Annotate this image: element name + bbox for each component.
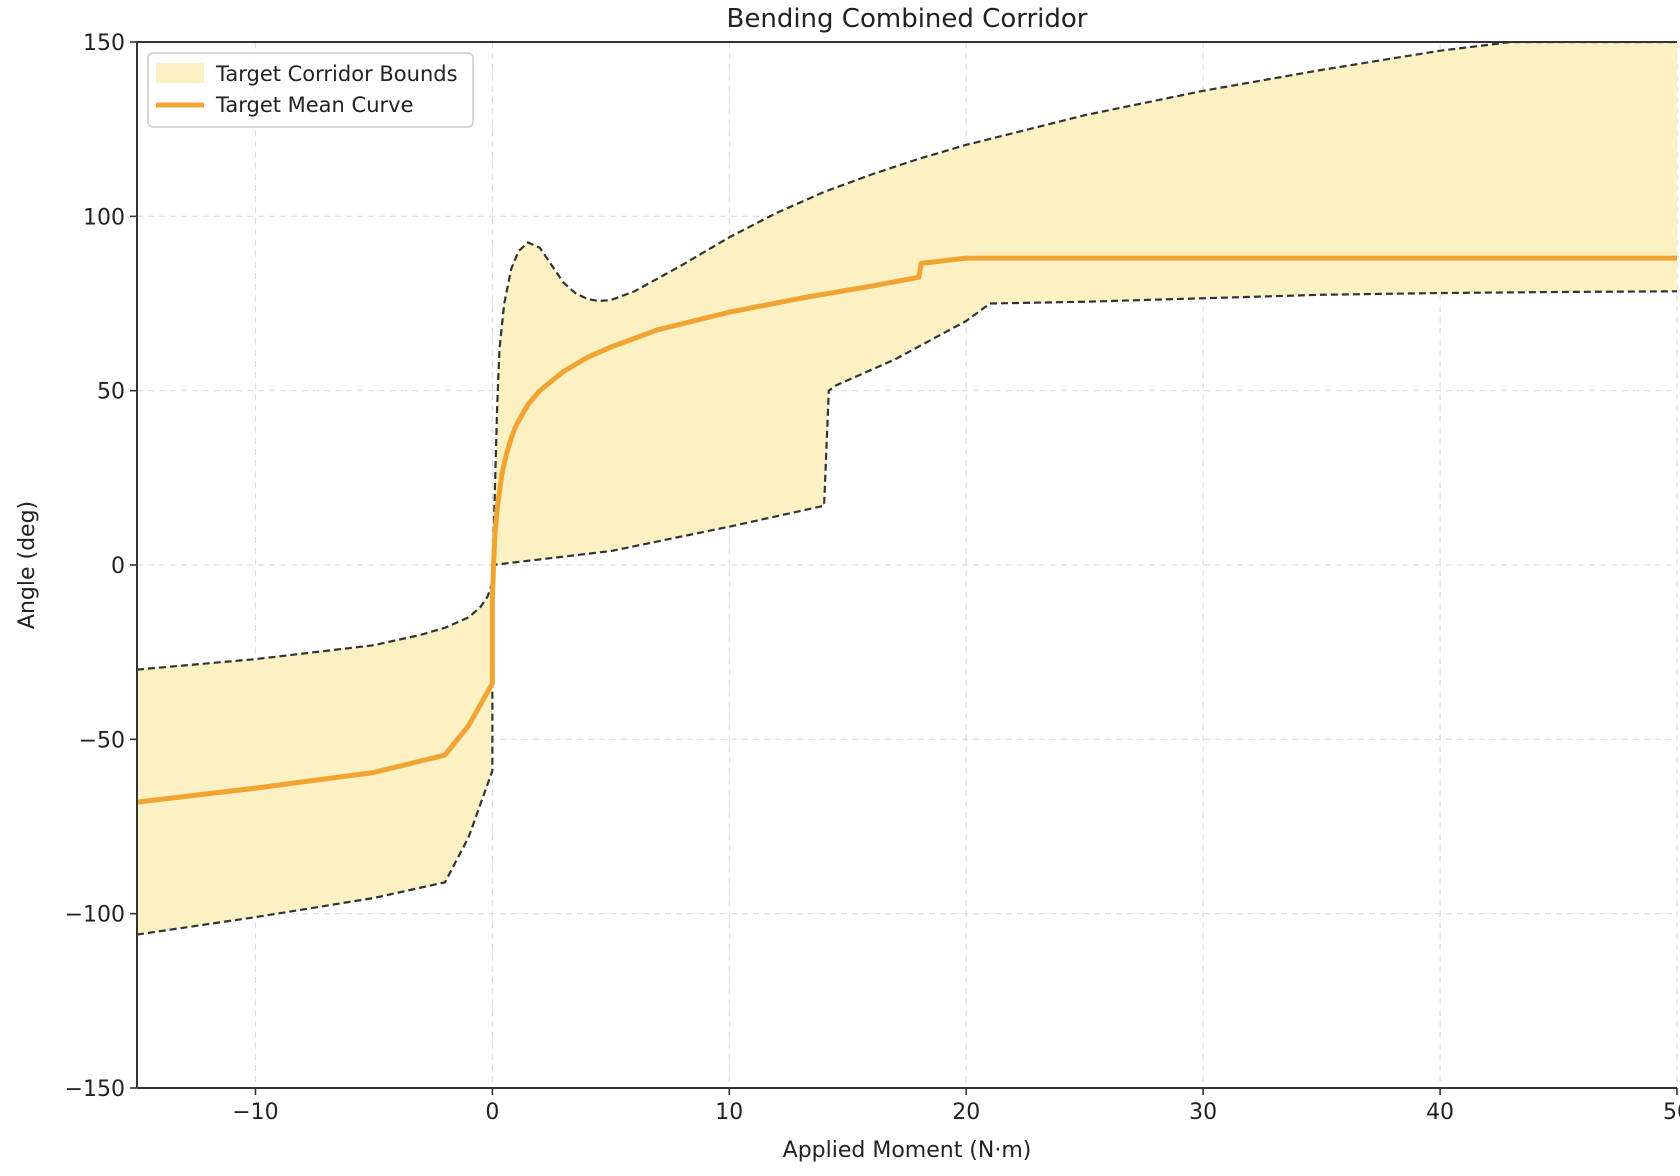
corridor-band-layer	[137, 42, 1677, 936]
x-tick-label: 20	[952, 1100, 980, 1125]
x-tick-label: −10	[232, 1100, 278, 1125]
y-tick-label: 50	[97, 380, 125, 405]
x-axis-label: Applied Moment (N·m)	[783, 1138, 1032, 1163]
x-tick-label: 40	[1426, 1100, 1454, 1125]
labels-layer: Bending Combined Corridor Applied Moment…	[15, 4, 1088, 1163]
legend-frame	[147, 52, 474, 128]
y-tick-label: 0	[111, 554, 125, 579]
x-tick-label: 30	[1189, 1100, 1217, 1125]
mean-curve-line	[137, 255, 1677, 805]
y-tick-label: 150	[83, 31, 125, 56]
x-tick-label: 10	[715, 1100, 743, 1125]
corridor-fill	[137, 42, 1677, 935]
legend-label-mean-curve: Target Mean Curve	[215, 93, 414, 117]
corridor-upper-bound	[137, 42, 1677, 671]
legend-label-corridor: Target Corridor Bounds	[215, 62, 458, 86]
legend-swatch-corridor	[156, 63, 204, 83]
corridor-lower-bound	[137, 290, 1677, 936]
y-tick-label: −150	[65, 1077, 125, 1102]
mean-curve-layer	[137, 255, 1677, 805]
y-tick-label: −50	[79, 728, 125, 753]
x-tick-label: 50	[1663, 1100, 1680, 1125]
x-tick-label: 0	[485, 1100, 499, 1125]
legend: Target Corridor Bounds Target Mean Curve	[147, 52, 474, 128]
chart-title: Bending Combined Corridor	[727, 4, 1088, 34]
y-tick-label: −100	[65, 903, 125, 928]
y-tick-label: 100	[83, 205, 125, 230]
y-axis-label: Angle (deg)	[15, 501, 40, 629]
